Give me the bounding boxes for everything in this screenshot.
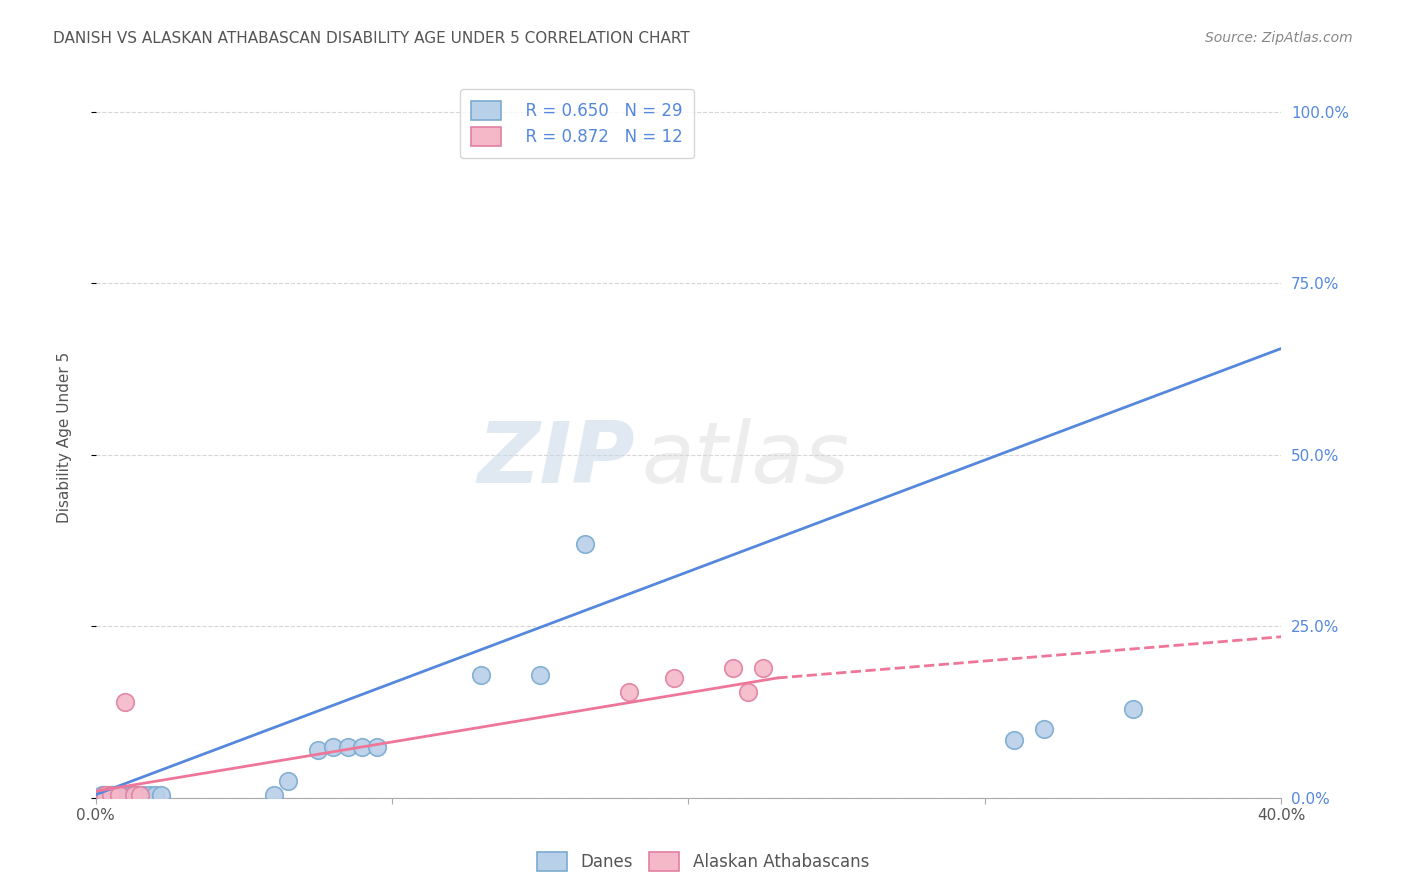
Point: [100, 788, 122, 802]
Point: [737, 684, 759, 698]
Point: [366, 739, 388, 754]
Point: [143, 788, 166, 802]
Legend:   R = 0.650   N = 29,   R = 0.872   N = 12: R = 0.650 N = 29, R = 0.872 N = 12: [460, 89, 695, 158]
Point: [263, 788, 285, 802]
Point: [108, 788, 131, 802]
Point: [129, 788, 152, 802]
Point: [470, 667, 492, 681]
Point: [117, 788, 139, 802]
Point: [1122, 702, 1144, 716]
Text: DANISH VS ALASKAN ATHABASCAN DISABILITY AGE UNDER 5 CORRELATION CHART: DANISH VS ALASKAN ATHABASCAN DISABILITY …: [53, 31, 690, 46]
Point: [127, 788, 149, 802]
Point: [103, 788, 125, 802]
Point: [129, 788, 152, 802]
Y-axis label: Disability Age Under 5: Disability Age Under 5: [58, 352, 72, 524]
Point: [105, 788, 128, 802]
Point: [97, 788, 120, 802]
Text: ZIP: ZIP: [478, 417, 636, 501]
Point: [100, 788, 122, 802]
Point: [336, 739, 359, 754]
Point: [93, 788, 115, 802]
Point: [529, 667, 551, 681]
Point: [617, 684, 640, 698]
Point: [93, 788, 115, 802]
Point: [132, 788, 155, 802]
Text: Source: ZipAtlas.com: Source: ZipAtlas.com: [1205, 31, 1353, 45]
Text: atlas: atlas: [641, 417, 849, 501]
Point: [124, 788, 146, 802]
Legend: Danes, Alaskan Athabascans: Danes, Alaskan Athabascans: [529, 843, 877, 880]
Point: [90, 788, 112, 802]
Point: [124, 788, 146, 802]
Point: [1033, 723, 1056, 737]
Point: [114, 788, 136, 802]
Point: [120, 788, 142, 802]
Point: [662, 671, 685, 685]
Point: [352, 739, 374, 754]
Point: [721, 661, 744, 675]
Point: [277, 773, 299, 788]
Point: [322, 739, 344, 754]
Point: [138, 788, 160, 802]
Point: [751, 661, 773, 675]
Point: [111, 788, 134, 802]
Point: [574, 537, 596, 551]
Point: [149, 788, 172, 802]
Point: [307, 743, 329, 757]
Point: [114, 695, 136, 709]
Point: [108, 788, 131, 802]
Point: [1002, 732, 1025, 747]
